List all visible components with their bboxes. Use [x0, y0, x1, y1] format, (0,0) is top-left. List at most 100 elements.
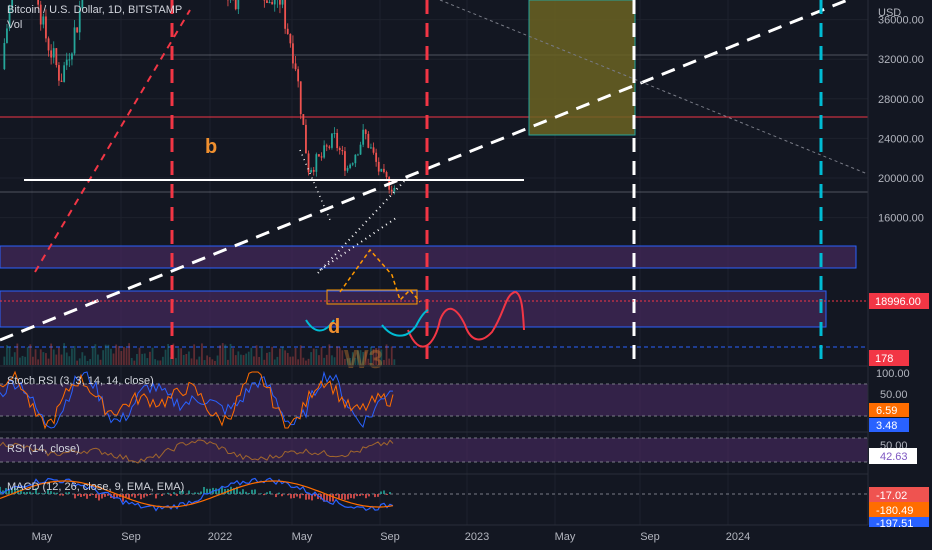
volume-bar — [344, 358, 346, 365]
time-tick-label: 2022 — [208, 531, 232, 543]
macd-hist-bar — [62, 494, 64, 496]
rsi-line — [0, 439, 394, 464]
macd-hist-bar — [206, 488, 208, 494]
stoch-rsi-pane[interactable] — [0, 365, 868, 430]
volume-bar — [289, 356, 292, 365]
volume-bar — [201, 343, 203, 365]
macd-hist-bar — [182, 490, 184, 494]
volume-bar — [268, 352, 271, 365]
symbol-title: Bitcoin / U.S. Dollar, 1D, BITSTAMP — [7, 4, 183, 16]
volume-bar — [102, 350, 105, 365]
candle-body — [11, 0, 14, 9]
candle-body — [349, 164, 352, 168]
macd-hist-bar — [242, 489, 244, 494]
time-axis[interactable]: May Sep 2022 May Sep 2023 May Sep 2024 — [0, 524, 868, 543]
candle-body — [325, 145, 328, 147]
volume-bar — [221, 343, 224, 365]
grey-trend — [439, 0, 871, 176]
rsi-pane[interactable] — [0, 431, 868, 464]
volume-bar — [89, 359, 92, 365]
volume-bar — [323, 357, 326, 365]
volume-bar — [203, 360, 206, 365]
last-price-badge — [869, 293, 929, 309]
time-tick-label: Sep — [380, 531, 400, 543]
volume-bar — [299, 345, 302, 365]
volume-bar — [310, 352, 313, 365]
macd-hist-bar — [8, 488, 10, 494]
macd-hist-bar — [77, 494, 79, 496]
candle-body — [377, 161, 380, 172]
macd-hist-bar — [41, 493, 43, 494]
volume-bar — [206, 355, 209, 365]
macd-hist-bar — [386, 494, 388, 495]
time-tick-label: Sep — [640, 531, 660, 543]
candle-body — [320, 156, 323, 158]
macd-hist-bar — [29, 491, 31, 494]
macd-hist-bar — [194, 492, 196, 494]
candle-body — [305, 124, 307, 154]
volume-bar — [286, 352, 289, 365]
volume-last-label: 178 — [875, 353, 893, 365]
candle-body — [318, 154, 320, 157]
macd-hist-bar — [197, 492, 199, 494]
macd-hist-bar — [275, 494, 277, 498]
volume-bar — [273, 359, 276, 365]
volume-bar — [294, 347, 297, 365]
macd-hist-bar — [236, 486, 238, 494]
volume-bar — [154, 359, 157, 365]
macd-hist-bar — [134, 494, 136, 498]
candle-body — [310, 169, 313, 173]
wave-label-w3: W3 — [344, 344, 383, 374]
macd-hist-bar — [308, 494, 310, 500]
macd-line-badge — [869, 517, 929, 527]
projected-cyan-path-2 — [381, 309, 429, 337]
price-pane[interactable]: b d W3 — [0, 0, 871, 525]
macd-hist-bar — [155, 494, 157, 499]
macd-hist-bar — [86, 494, 88, 499]
price-axis[interactable]: USD 44000.0040000.0036000.0032000.002800… — [867, 0, 932, 550]
stoch-k-value: 6.59 — [876, 405, 897, 417]
volume-bar — [338, 347, 341, 365]
rsi-label: RSI (14, close) — [7, 443, 80, 455]
volume-bar — [234, 355, 237, 365]
dotted-line-2 — [319, 217, 397, 271]
volume-bar — [237, 351, 240, 365]
macd-hist-bar — [305, 494, 307, 500]
candle-body — [299, 81, 302, 115]
candle-body — [380, 168, 383, 172]
volume-bar — [385, 344, 388, 365]
macd-hist-bar — [0, 486, 1, 494]
macd-hist-bar — [368, 494, 370, 497]
time-tick-label: May — [32, 531, 53, 543]
macd-hist-bar — [32, 492, 34, 494]
volume-bar — [65, 352, 68, 365]
macd-hist-bar — [104, 494, 106, 497]
macd-hist-bar — [23, 492, 25, 494]
macd-hist-bar — [209, 488, 211, 494]
macd-hist-bar — [128, 494, 130, 500]
volume-bar — [94, 344, 97, 365]
volume-bar — [198, 356, 201, 365]
volume-bar — [55, 354, 58, 365]
macd-hist-bar — [287, 494, 289, 496]
candle-body — [344, 151, 346, 171]
red-trendline — [34, 9, 191, 273]
volume-bar — [167, 343, 170, 365]
volume-bar — [258, 356, 261, 365]
volume-bar — [107, 344, 110, 365]
time-tick-label: 2023 — [465, 531, 489, 543]
candle-body — [331, 133, 333, 148]
volume-bar — [29, 344, 32, 365]
volume-bar — [375, 348, 378, 365]
candle-body — [336, 132, 339, 149]
candle-body — [8, 8, 11, 29]
volume-bar — [219, 345, 222, 365]
macd-pane[interactable] — [0, 473, 868, 512]
macd-hist-bar — [278, 492, 280, 494]
macd-hist-bar — [56, 492, 58, 494]
candle-body — [234, 0, 237, 10]
macd-hist-bar — [245, 491, 247, 494]
volume-bar — [37, 359, 40, 365]
volume-bar — [11, 356, 14, 365]
